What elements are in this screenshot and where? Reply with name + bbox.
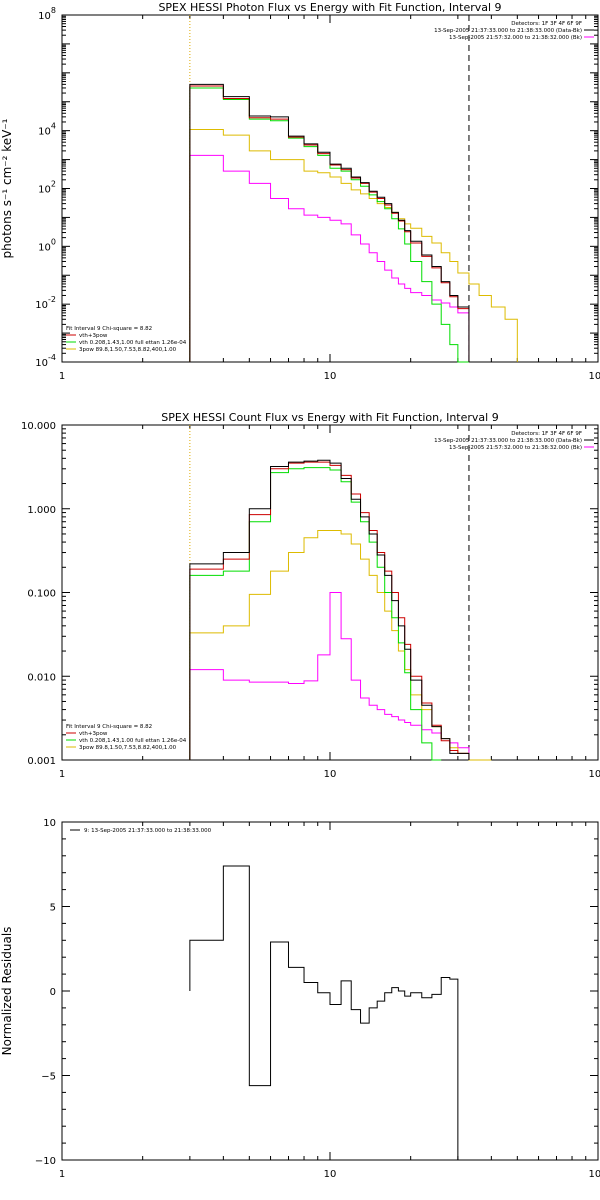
- series-line-5: [189, 592, 470, 760]
- x-tick-label: 10: [324, 371, 337, 382]
- y-axis-label: Normalized Residuals: [0, 927, 14, 1056]
- series-line-4: [189, 529, 492, 761]
- legend-entry: vth+3pow: [79, 731, 108, 737]
- legend-entry: Detectors: 1F 3F 4F 6F 9F: [511, 431, 582, 437]
- series-line-5: [189, 154, 470, 362]
- legend-entry: 13-Sep-2005 21:37:33.000 to 21:38:33.000…: [434, 28, 582, 34]
- y-tick-label: 0: [50, 987, 56, 998]
- x-tick-label: 1: [59, 769, 65, 780]
- x-tick-label: 100: [588, 769, 600, 780]
- chart-panel-2: SPEX HESSI Count Flux vs Energy with Fit…: [21, 411, 600, 780]
- x-tick-label: 100: [588, 371, 600, 382]
- y-tick-label: −10: [35, 1156, 56, 1167]
- x-axis: 1 10 100: [59, 425, 600, 780]
- y-tick-label: 10.000: [21, 421, 56, 432]
- y-axis: 10-4 10-2 100 102 104 108: [35, 6, 598, 369]
- y-tick-label: −5: [41, 1072, 56, 1083]
- y-tick-label: 104: [38, 122, 56, 138]
- legend-top: 9: 13-Sep-2005 21:37:33.000 to 21:38:33.…: [70, 828, 212, 834]
- legend-entry: 13-Sep-2005 21:37:33.000 to 21:38:33.000…: [434, 438, 582, 444]
- y-tick-label: 100: [38, 237, 56, 253]
- chart-title: SPEX HESSI Photon Flux vs Energy with Fi…: [158, 1, 501, 14]
- legend-bottom: Fit Interval 9 Chi-square = 8.82vth+3pow…: [66, 724, 187, 751]
- plot-frame: [61, 14, 599, 363]
- legend-entry: vth 0.208,1.43,1.00 full ettan 1.26e-04: [79, 738, 187, 744]
- legend-entry: 13-Sep-2005 21:57:32.000 to 21:38:32.000…: [449, 35, 582, 41]
- y-axis: −10 −5 0 5 10: [35, 818, 598, 1167]
- series-line-3: [189, 87, 469, 363]
- y-tick-label: 10: [43, 818, 56, 829]
- x-tick-label: 1: [59, 371, 65, 382]
- series-line-2: [189, 85, 470, 362]
- legend-entry: 9: 13-Sep-2005 21:37:33.000 to 21:38:33.…: [84, 828, 212, 834]
- series-line-1: [189, 865, 459, 1160]
- y-axis: 0.001 0.010 0.100 1.000 10.000: [21, 421, 598, 767]
- y-tick-label: 0.001: [27, 756, 56, 767]
- chart-panel-1: SPEX HESSI Photon Flux vs Energy with Fi…: [0, 1, 600, 382]
- y-tick-label: 1.000: [27, 505, 56, 516]
- plot-frame: [61, 821, 599, 1161]
- series-line-4: [189, 128, 518, 362]
- legend-entry: 3pow 89.8,1.50,7.53,8.82,400,1.00: [79, 745, 177, 751]
- x-axis: 1 10 100: [59, 822, 600, 1180]
- legend-entry: vth+3pow: [79, 333, 108, 339]
- series-line-1: [189, 83, 470, 362]
- series-line-1: [189, 459, 470, 760]
- legend-entry: Fit Interval 9 Chi-square = 8.82: [66, 326, 152, 332]
- legend-entry: 13-Sep-2005 21:57:32.000 to 21:38:32.000…: [449, 445, 582, 451]
- y-tick-label: 108: [38, 6, 56, 22]
- y-tick-label: 10-2: [35, 295, 56, 311]
- chart-panel-3: 1 10 100 −10 −5 0 5 10 Normalized Residuals 9: 13…: [0, 818, 600, 1180]
- y-tick-label: 5: [50, 903, 56, 914]
- x-tick-label: 100: [588, 1169, 600, 1180]
- chart-title: SPEX HESSI Count Flux vs Energy with Fit…: [161, 411, 498, 424]
- y-axis-label: photons s⁻¹ cm⁻² keV⁻¹: [0, 118, 14, 258]
- x-tick-label: 10: [324, 1169, 337, 1180]
- y-tick-label: 0.010: [27, 672, 56, 683]
- x-tick-label: 1: [59, 1169, 65, 1180]
- legend-entry: vth 0.208,1.43,1.00 full ettan 1.26e-04: [79, 340, 187, 346]
- legend-entry: 3pow 89.8,1.50,7.53,8.82,400,1.00: [79, 347, 177, 353]
- x-tick-label: 10: [324, 769, 337, 780]
- legend-entry: Fit Interval 9 Chi-square = 8.82: [66, 724, 152, 730]
- y-tick-label: 10-4: [35, 353, 56, 369]
- series-line-2: [189, 461, 470, 760]
- y-tick-label: 0.100: [27, 589, 56, 600]
- legend-entry: Detectors: 1F 3F 4F 6F 9F: [511, 21, 582, 27]
- series-line-3: [189, 467, 442, 761]
- y-tick-label: 102: [38, 180, 56, 196]
- legend-bottom: Fit Interval 9 Chi-square = 8.82vth+3pow…: [66, 326, 187, 353]
